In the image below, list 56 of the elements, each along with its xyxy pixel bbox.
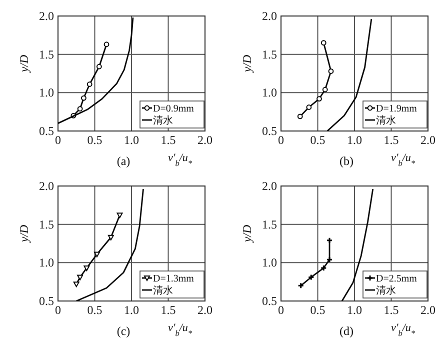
y-axis-title: y/D (240, 224, 254, 244)
y-tick-label: 0.5 (39, 294, 54, 308)
x-tick-label: 2.0 (198, 303, 212, 317)
legend-label: 清水 (153, 114, 173, 126)
y-axis-title: y/D (240, 54, 254, 74)
y-tick-label: 1.0 (262, 86, 277, 100)
y-tick-label: 1.5 (39, 47, 54, 62)
legend-label: 清水 (153, 284, 173, 296)
legend-label: D=0.9mm (153, 104, 194, 114)
x-tick-label: 1.5 (160, 133, 176, 147)
y-tick-label: 1.5 (39, 217, 54, 232)
x-tick-label: 2.0 (198, 133, 212, 147)
x-tick-label: 1.5 (384, 133, 399, 147)
x-tick-label: 2.0 (420, 133, 436, 147)
x-tick-label: 1.5 (160, 303, 176, 317)
text: (a) (116, 154, 130, 168)
text: (c) (116, 324, 130, 338)
y-tick-label: 1.5 (262, 217, 277, 232)
x-axis-title: v′$_{b}$/u$_{*}$ (390, 322, 416, 338)
legend-label: D=1.9mm (376, 104, 418, 114)
x-tick-label: 2.0 (420, 303, 436, 317)
x-tick-label: 1.0 (124, 133, 139, 147)
y-tick-label: 2.0 (39, 179, 54, 193)
y-axis-title: y/D (17, 224, 31, 244)
x-axis-title: v′$_{b}$/u$_{*}$ (168, 152, 193, 168)
x-axis-title: v′$_{b}$/u$_{*}$ (168, 322, 193, 338)
x-tick-label: 0 (55, 133, 61, 147)
text: (d) (340, 324, 354, 338)
x-tick-label: 0 (278, 133, 284, 147)
x-tick-label: 1.0 (124, 303, 139, 317)
x-tick-label: 1.0 (347, 303, 362, 317)
y-tick-label: 0.5 (262, 294, 277, 308)
text: (b) (340, 154, 354, 168)
y-tick-label: 2.0 (262, 9, 277, 23)
x-axis-title: v′$_{b}$/u$_{*}$ (390, 152, 416, 168)
legend-label: D=1.3mm (153, 274, 194, 284)
legend-label: 清水 (376, 284, 396, 296)
x-tick-label: 0.5 (310, 303, 326, 317)
x-tick-label: 0.5 (87, 133, 102, 147)
x-tick-label: 0.5 (87, 303, 102, 317)
y-tick-label: 1.5 (262, 47, 277, 62)
y-tick-label: 1.0 (39, 256, 54, 270)
legend-label: 清水 (376, 114, 396, 126)
y-tick-label: 0.5 (262, 124, 277, 138)
y-tick-label: 0.5 (39, 124, 54, 138)
y-tick-label: 1.0 (39, 86, 54, 100)
x-tick-label: 0.5 (310, 133, 326, 147)
x-tick-label: 0 (55, 303, 61, 317)
x-tick-label: 1.5 (384, 303, 399, 317)
y-tick-label: 2.0 (39, 9, 54, 23)
x-tick-label: 1.0 (347, 133, 362, 147)
y-axis-title: y/D (17, 54, 31, 74)
y-tick-label: 2.0 (262, 179, 277, 193)
x-tick-label: 0 (278, 303, 284, 317)
y-tick-label: 1.0 (262, 256, 277, 270)
legend-label: D=2.5mm (376, 274, 418, 284)
